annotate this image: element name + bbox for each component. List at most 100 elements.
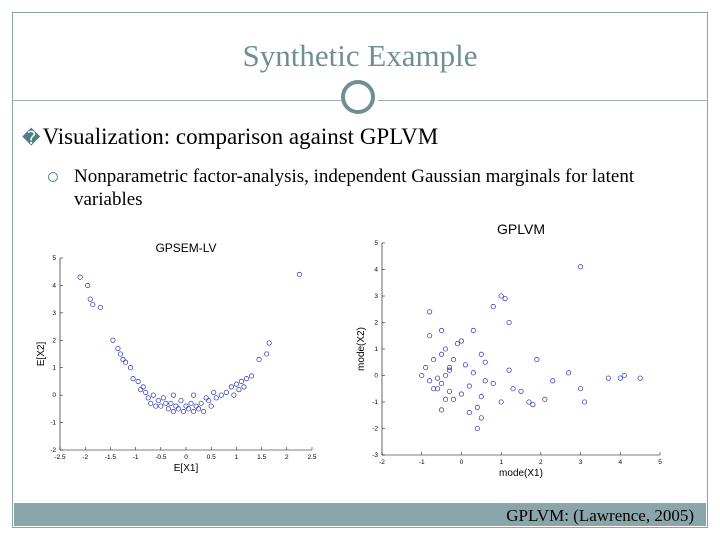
x-tick-label: 1.5	[257, 454, 266, 461]
x-tick-label: 4	[618, 459, 622, 466]
data-point	[466, 410, 472, 416]
data-point	[506, 367, 512, 373]
data-point	[218, 392, 224, 398]
y-tick-label: -2	[372, 426, 378, 433]
data-point	[248, 373, 255, 379]
x-tick-label: 5	[658, 459, 662, 466]
data-point	[264, 351, 270, 357]
main-bullet-text: Visualization: comparison against GPLVM	[42, 124, 439, 149]
data-point	[228, 384, 234, 390]
data-point	[143, 389, 149, 395]
data-point	[470, 327, 476, 334]
data-point	[506, 319, 512, 326]
x-tick-label: 1	[499, 459, 503, 466]
y-tick-label: 3	[374, 293, 378, 300]
x-tick-label: -2	[379, 459, 385, 466]
slide-title: Synthetic Example	[242, 38, 478, 73]
data-point	[510, 386, 516, 392]
data-point	[482, 378, 488, 384]
y-tick-label: 0	[374, 373, 378, 380]
data-point	[454, 341, 461, 347]
data-point	[474, 404, 480, 410]
data-point	[621, 372, 627, 379]
data-point	[150, 392, 156, 398]
y-tick-label: 5	[374, 240, 378, 247]
x-tick-label: 2	[285, 454, 289, 461]
data-point	[442, 372, 449, 379]
main-bullet: �Visualization: comparison against GPLVM	[22, 124, 438, 150]
y-tick-label: 3	[52, 310, 56, 317]
y-tick-label: 5	[52, 255, 56, 262]
gpsem-lv-plot: -2.5 -2 -1.5 -1 -0.5 0 0.5 1 1.5 2 2.5-2-1012345GP…	[36, 241, 317, 474]
data-point	[490, 304, 496, 310]
data-point	[223, 389, 229, 395]
data-point	[581, 399, 588, 405]
data-point	[140, 384, 146, 390]
x-axis-label: E[X1]	[174, 463, 199, 474]
data-point	[90, 302, 96, 308]
y-tick-label: 2	[374, 320, 378, 327]
y-tick-label: -3	[372, 452, 378, 459]
data-point	[170, 409, 176, 415]
footer-bar: GPLVM: (Lawrence, 2005)	[14, 503, 706, 526]
data-point	[446, 388, 453, 394]
y-tick-label: -2	[50, 447, 56, 454]
data-point	[243, 376, 250, 382]
data-point	[122, 359, 129, 365]
data-point	[191, 409, 197, 415]
data-point	[148, 400, 154, 406]
sub-bullet-text: Nonparametric factor-analysis, independe…	[74, 166, 635, 210]
y-tick-label: 4	[52, 282, 56, 289]
data-point	[188, 400, 194, 406]
y-tick-label: 1	[374, 346, 378, 353]
bullet-glyph-icon: �	[22, 128, 41, 149]
data-point	[427, 378, 433, 384]
y-tick-label: -1	[50, 420, 56, 427]
data-point	[442, 346, 449, 352]
x-tick-label: 0	[184, 454, 188, 461]
data-point	[439, 407, 445, 413]
data-point	[502, 296, 508, 302]
data-point	[470, 370, 476, 376]
data-point	[478, 415, 484, 421]
data-point	[138, 387, 144, 393]
data-point	[168, 400, 174, 406]
slide-frame	[12, 12, 708, 528]
data-point	[155, 398, 161, 404]
data-point	[117, 351, 124, 357]
data-point	[578, 386, 584, 392]
data-point	[145, 395, 151, 401]
data-point	[637, 375, 643, 381]
y-tick-label: 0	[52, 392, 56, 399]
data-point	[128, 365, 134, 371]
x-tick-label: -1.5	[105, 454, 117, 461]
data-point	[435, 375, 441, 381]
chart-title: GPLVM	[497, 221, 545, 237]
gplvm-plot: -2 -1 0 1 2 3 4 5-3-2-1012345GPLVMmode(X1)mode(…	[356, 221, 662, 479]
data-point	[526, 399, 532, 405]
data-point	[191, 392, 197, 398]
y-tick-label: -1	[372, 399, 378, 406]
data-point	[542, 396, 548, 402]
data-point	[77, 274, 83, 280]
x-tick-label: 0	[460, 459, 464, 466]
data-point	[439, 327, 445, 334]
data-point	[458, 338, 464, 344]
y-axis-label: mode(X2)	[356, 327, 367, 371]
data-point	[208, 403, 214, 409]
data-point	[550, 378, 556, 384]
data-point	[450, 357, 457, 363]
data-point	[231, 392, 237, 398]
x-tick-label: 3	[579, 459, 583, 466]
data-point	[423, 364, 429, 371]
data-point	[203, 395, 209, 401]
data-point	[110, 337, 116, 343]
x-tick-label: -1	[419, 459, 425, 466]
data-point	[435, 386, 441, 392]
data-point	[474, 425, 480, 432]
data-point	[439, 380, 445, 387]
citation-text: GPLVM: (Lawrence, 2005)	[506, 506, 694, 525]
data-point	[130, 376, 136, 382]
data-point	[498, 293, 504, 299]
data-point	[431, 386, 437, 392]
